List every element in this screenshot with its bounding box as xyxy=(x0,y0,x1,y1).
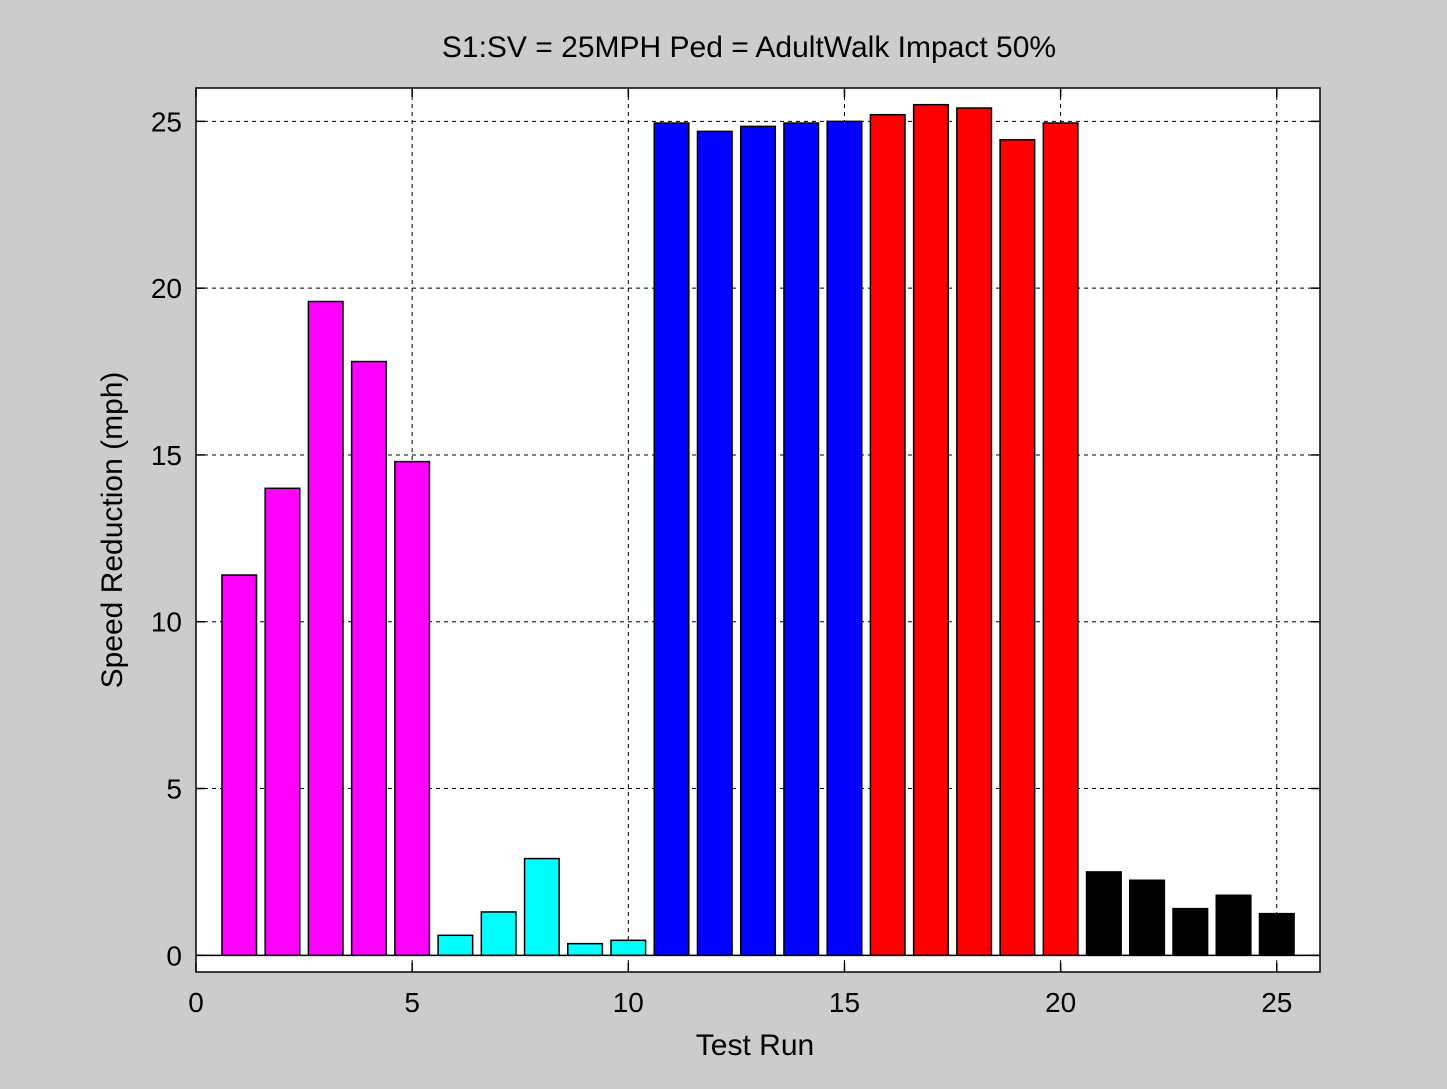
bar-run-4 xyxy=(350,360,387,957)
bar-run-5 xyxy=(394,460,431,957)
chart-title: S1:SV = 25MPH Ped = AdultWalk Impact 50% xyxy=(442,31,1056,64)
bars xyxy=(196,103,1320,957)
bar-run-14 xyxy=(783,122,820,957)
bar-run-3 xyxy=(307,300,344,957)
ticks: 0 5 10 15 20 25 0 5 10 15 20 25 xyxy=(151,88,1320,1018)
bar-run-17 xyxy=(912,103,949,957)
bar-run-10 xyxy=(610,939,647,957)
bar-run-20 xyxy=(1042,122,1079,957)
x-tick-label: 15 xyxy=(829,987,860,1018)
bar-run-25 xyxy=(1258,912,1295,957)
bar-run-1 xyxy=(221,574,258,957)
bar-run-7 xyxy=(480,911,517,957)
bar-run-22 xyxy=(1129,879,1166,957)
y-tick-label: 10 xyxy=(151,607,182,638)
bar-run-15 xyxy=(826,120,863,957)
bar-run-9 xyxy=(567,942,604,957)
y-axis-label: Speed Reduction (mph) xyxy=(96,372,129,689)
bar-run-6 xyxy=(437,934,474,957)
x-tick-label: 20 xyxy=(1045,987,1076,1018)
bar-run-18 xyxy=(956,107,993,957)
y-tick-label: 20 xyxy=(151,273,182,304)
x-tick-label: 5 xyxy=(404,987,420,1018)
y-tick-label: 15 xyxy=(151,440,182,471)
x-tick-label: 25 xyxy=(1261,987,1292,1018)
bar-run-2 xyxy=(264,487,301,957)
bar-run-13 xyxy=(739,125,777,957)
y-tick-label: 25 xyxy=(151,106,182,137)
x-tick-label: 10 xyxy=(613,987,644,1018)
x-axis-label: Test Run xyxy=(696,1029,814,1062)
x-tick-label: 0 xyxy=(188,987,204,1018)
bar-run-21 xyxy=(1085,871,1122,957)
bar-run-19 xyxy=(999,138,1036,957)
bar-run-8 xyxy=(523,857,560,957)
plot-frame xyxy=(195,87,1321,973)
bar-run-23 xyxy=(1172,907,1209,957)
bar-run-24 xyxy=(1215,894,1252,957)
y-tick-label: 5 xyxy=(166,774,182,805)
bar-run-16 xyxy=(869,113,906,957)
y-tick-label: 0 xyxy=(166,940,182,971)
bar-run-11 xyxy=(653,122,690,957)
bar-run-12 xyxy=(696,130,733,957)
